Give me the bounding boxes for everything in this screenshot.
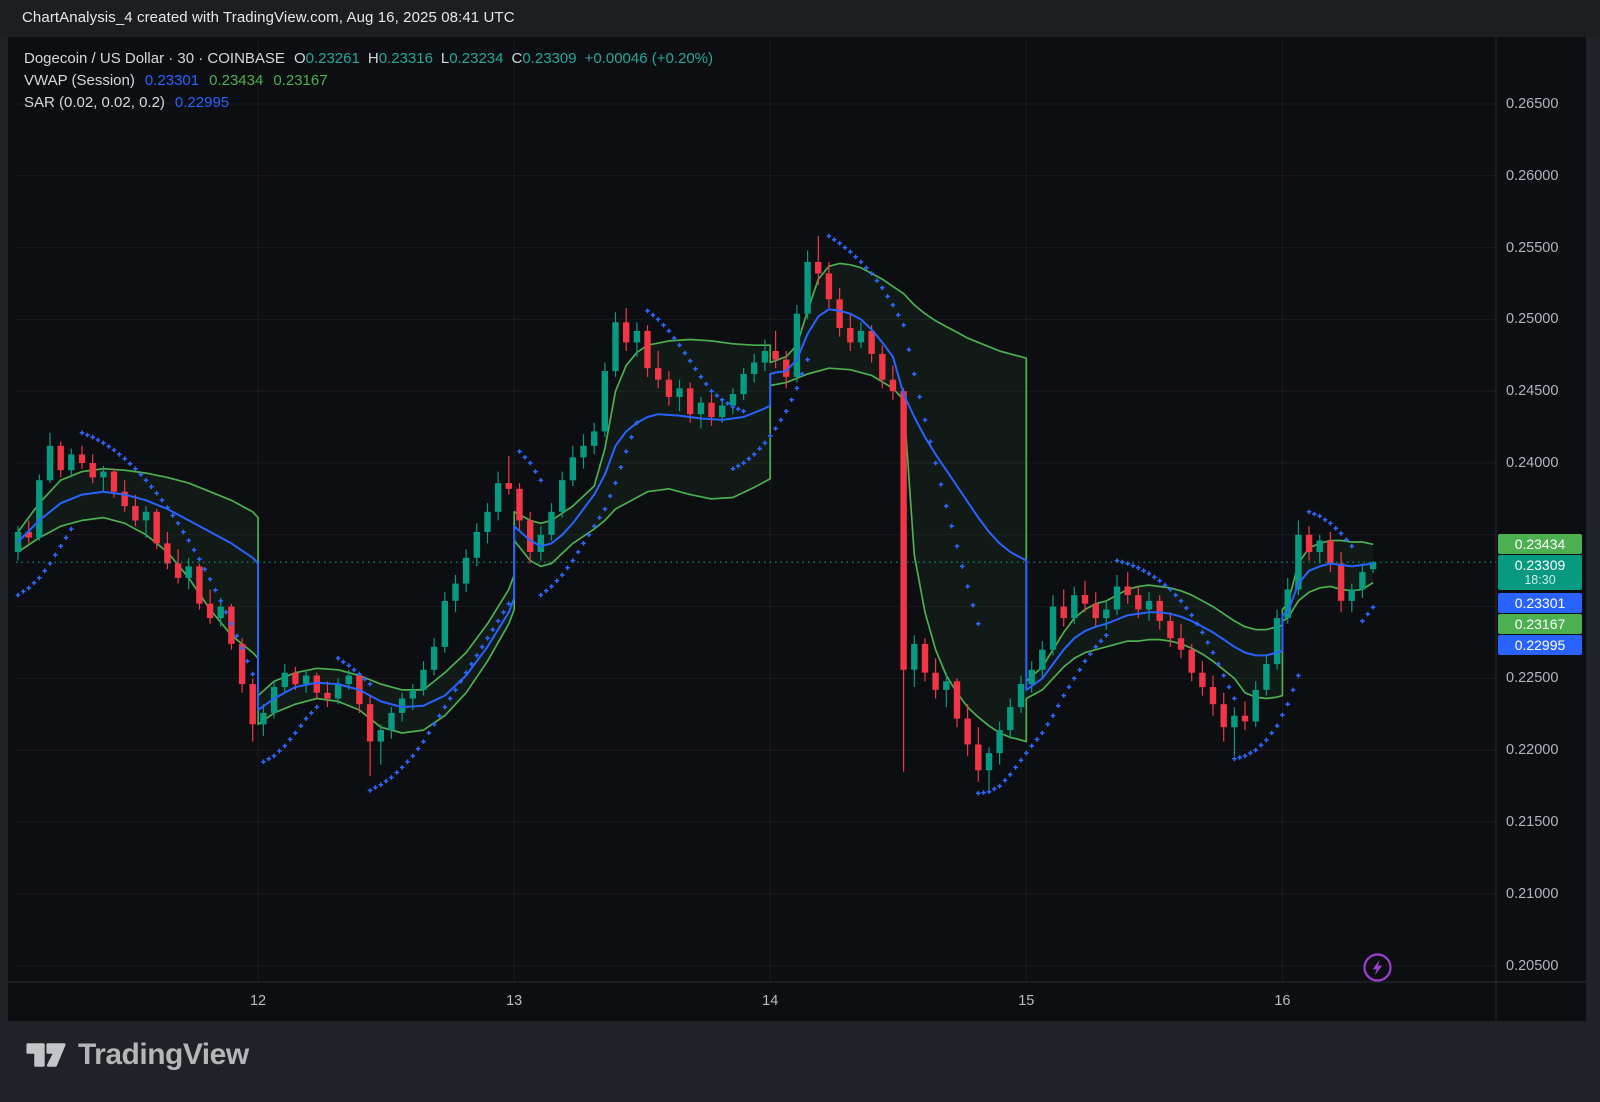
ohlc-value: 0.23316 — [378, 50, 433, 67]
ohlc-letter: C — [511, 50, 523, 67]
price-axis-label: 0.21500 — [1506, 814, 1559, 830]
indicator-value: 0.23167 — [273, 72, 328, 89]
time-axis-label: 15 — [1018, 993, 1035, 1009]
ohlc-letter: H — [367, 50, 379, 67]
price-axis-label: 0.22000 — [1506, 742, 1559, 759]
price-badge-value: 0.22995 — [1514, 637, 1566, 654]
indicator-row-sar[interactable]: SAR (0.02, 0.02, 0.2) 0.22995 — [24, 92, 721, 114]
price-badge: 0.23434 — [1498, 534, 1582, 555]
price-axis-label: 0.26500 — [1506, 96, 1559, 112]
time-axis-label: 14 — [762, 993, 779, 1009]
ohlc-letter: L — [440, 50, 450, 67]
ohlc-value: 0.23234 — [449, 50, 504, 67]
boost-button[interactable] — [1362, 952, 1393, 983]
snapshot-header: ChartAnalysis_4 created with TradingView… — [0, 0, 1600, 37]
ohlc-value: 0.23261 — [305, 50, 360, 67]
price-badge-value: 0.23434 — [1514, 536, 1566, 553]
price-badge: 0.23309 18:30 — [1498, 555, 1582, 591]
indicator-value: 0.22995 — [174, 94, 230, 111]
indicator-name-vwap: VWAP (Session) — [24, 72, 135, 89]
price-axis-label: 0.24000 — [1506, 455, 1559, 471]
chart-legend: Dogecoin / US Dollar · 30 · COINBASE O0.2… — [24, 48, 721, 114]
vwap-values: 0.23301 0.23434 0.23167 — [135, 72, 328, 89]
price-badge-value: 0.23309 — [1514, 557, 1566, 574]
price-badge: 0.22995 — [1498, 635, 1582, 656]
time-axis-label: 13 — [506, 993, 523, 1009]
indicator-value: 0.23301 — [144, 72, 200, 89]
tradingview-logo[interactable]: TradingView — [26, 1038, 249, 1072]
ohlc-value: 0.23309 — [522, 50, 577, 67]
indicator-value: 0.23434 — [209, 72, 264, 89]
time-axis-label: 12 — [249, 993, 267, 1009]
price-axis-label: 0.25500 — [1506, 239, 1559, 256]
symbol-title: Dogecoin / US Dollar · 30 · COINBASE — [24, 50, 285, 67]
price-axis-label: 0.20500 — [1506, 957, 1559, 974]
price-axis-label: 0.21000 — [1506, 885, 1559, 902]
price-badge: 0.23167 — [1498, 614, 1582, 635]
time-axis-label: 16 — [1274, 993, 1291, 1009]
price-axis-label: 0.24500 — [1506, 383, 1559, 400]
ohlc-value: +0.00046 (+0.20%) — [584, 50, 714, 67]
price-axis-label: 0.22500 — [1506, 670, 1559, 687]
tradingview-logo-text: TradingView — [78, 1038, 249, 1071]
price-axis-label: 0.26000 — [1506, 167, 1559, 184]
sar-values: 0.22995 — [165, 94, 229, 111]
lightning-icon — [1363, 953, 1392, 982]
price-badge-value: 0.23167 — [1514, 616, 1566, 633]
price-badge: 0.23301 — [1498, 593, 1582, 614]
ohlc-letter: O — [293, 50, 306, 67]
tradingview-logo-icon — [26, 1043, 66, 1067]
price-badge-value: 0.23301 — [1514, 595, 1566, 612]
snapshot-title: ChartAnalysis_4 created with TradingView… — [22, 9, 515, 26]
indicator-name-sar: SAR (0.02, 0.02, 0.2) — [24, 94, 165, 111]
price-axis-label: 0.25000 — [1506, 311, 1559, 328]
candle-countdown: 18:30 — [1524, 573, 1556, 588]
symbol-legend-row[interactable]: Dogecoin / US Dollar · 30 · COINBASE O0.2… — [24, 48, 721, 70]
indicator-row-vwap[interactable]: VWAP (Session) 0.23301 0.23434 0.23167 — [24, 70, 721, 92]
ohlc-values: O0.23261 H0.23316 L0.23234 C0.23309 +0.00046… — [294, 50, 721, 67]
